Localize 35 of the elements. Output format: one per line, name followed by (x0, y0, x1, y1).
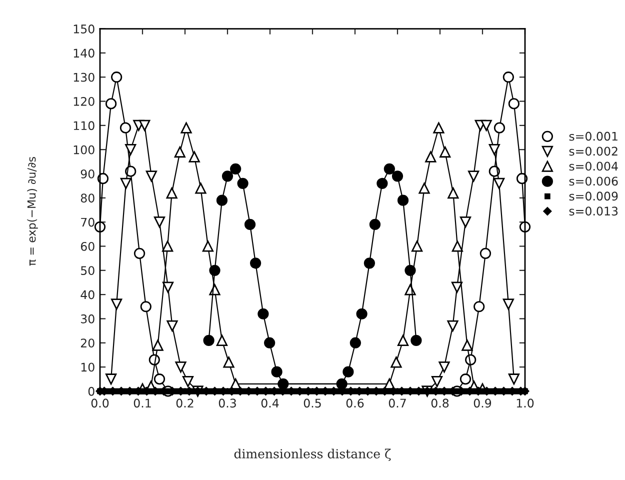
y-tick-label: 80 (80, 194, 94, 203)
x-tick-label: 0.8 (431, 398, 449, 408)
x-tick-label: 0.7 (388, 398, 406, 408)
y-tick-label: 100 (74, 145, 94, 154)
x-tick-label: 0.1 (134, 398, 151, 408)
x-tick-label: 0.2 (176, 398, 194, 408)
y-tick-label: 150 (74, 24, 94, 34)
legend-label: s=0.009 (569, 192, 618, 201)
y-tick-label: 140 (74, 48, 94, 58)
y-tick-label: 70 (81, 218, 94, 227)
y-tick-label: 50 (81, 266, 94, 276)
x-tick-label: 0.4 (261, 398, 279, 408)
y-tick-label: 60 (80, 242, 94, 251)
y-tick-label: 130 (74, 72, 94, 82)
x-tick-label: 0.5 (304, 398, 321, 408)
y-tick-label: 10 (81, 362, 94, 372)
y-tick-label: 20 (80, 338, 94, 348)
x-tick-label: 1.0 (516, 398, 534, 408)
legend-label: s=0.002 (569, 146, 618, 156)
legend-label: s=0.013 (569, 206, 618, 216)
x-axis-title: dimensionless distance ζ (234, 448, 391, 461)
y-tick-label: 120 (74, 97, 94, 106)
y-tick-label: 30 (81, 314, 94, 324)
x-tick-label: 0.3 (218, 398, 236, 408)
x-tick-label: 0.6 (346, 398, 364, 408)
y-tick-label: 90 (80, 169, 94, 178)
y-tick-label: 40 (80, 290, 94, 300)
y-axis-title: π = exp(−Mu) ∂u/∂s (27, 156, 38, 266)
legend-label: s=0.004 (569, 162, 618, 171)
x-tick-label: 0.0 (91, 398, 109, 408)
y-tick-label: 110 (74, 121, 94, 130)
legend-label: s=0.006 (569, 176, 618, 186)
y-tick-label: 0 (88, 386, 94, 396)
x-tick-label: 0.9 (474, 398, 492, 408)
legend-label: s=0.001 (569, 132, 618, 141)
